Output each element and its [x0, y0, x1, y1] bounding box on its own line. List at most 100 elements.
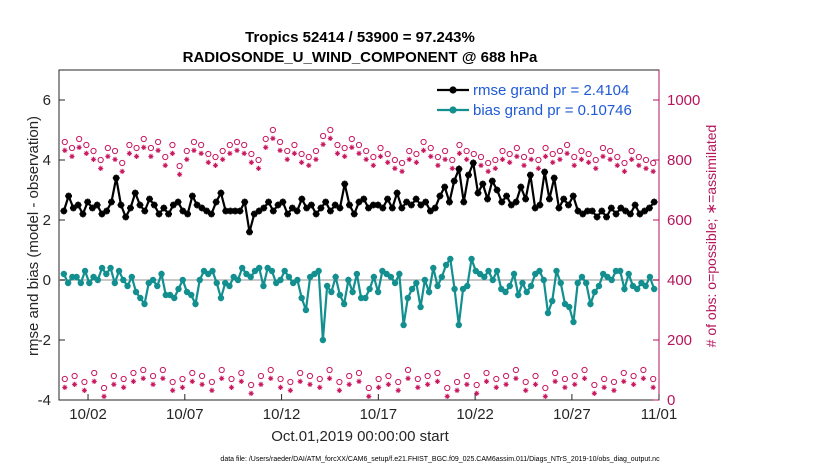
rmse-series-point	[203, 207, 211, 215]
rmse-series-point	[150, 201, 158, 209]
x-tick-label: 10/27	[553, 406, 591, 423]
obs-count-upper-possible	[162, 153, 169, 161]
obs-count-lower-assimilated	[493, 384, 499, 390]
obs-count-lower-assimilated	[562, 384, 568, 390]
obs-count-upper-assimilated	[184, 156, 190, 162]
rmse-series-point	[546, 195, 553, 203]
bias-series-point	[328, 288, 335, 296]
rmse-series-point	[450, 177, 458, 185]
rmse-series-point	[155, 210, 163, 218]
rmse-series-point	[631, 201, 639, 209]
obs-count-upper-possible	[269, 126, 276, 134]
bias-series-point	[345, 276, 352, 284]
obs-count-upper-possible	[442, 147, 449, 155]
bias-series-point	[281, 267, 288, 275]
bias-series-point	[128, 273, 135, 281]
obs-count-upper-assimilated	[385, 159, 391, 165]
bias-series-point	[595, 282, 603, 290]
obs-count-upper-possible	[219, 147, 226, 155]
rmse-series-point	[388, 204, 396, 212]
obs-count-upper-possible	[449, 156, 456, 164]
rmse-series-point	[346, 201, 353, 209]
rmse-series-point	[412, 195, 420, 203]
rmse-series-point	[436, 192, 444, 200]
rmse-series-point	[284, 210, 291, 218]
obs-count-upper-possible	[485, 159, 492, 167]
rmse-series-point	[250, 210, 258, 218]
bias-series-point	[217, 294, 225, 302]
obs-count-lower-possible	[297, 369, 304, 377]
obs-count-upper-possible	[599, 144, 607, 152]
rmse-series-point	[260, 204, 268, 212]
obs-count-lower-assimilated	[366, 393, 372, 399]
bias-series-point	[362, 294, 369, 302]
x-tick-label: 11/01	[641, 406, 677, 423]
bias-series-point	[213, 279, 220, 287]
obs-count-upper-assimilated	[241, 150, 247, 156]
bias-series-point	[171, 294, 178, 302]
obs-count-upper-assimilated	[614, 162, 620, 168]
y2-axis-label: # of obs: o=possible; ∗=assimilated	[703, 125, 719, 348]
bias-series-line	[62, 256, 656, 341]
rmse-series-point	[69, 204, 77, 212]
y2-tick-label: 600	[667, 212, 692, 229]
rmse-series-point	[212, 198, 220, 206]
obs-count-upper-assimilated	[105, 153, 111, 159]
bias-series-point	[353, 270, 361, 278]
obs-count-lower-assimilated	[474, 390, 480, 396]
obs-count-lower-assimilated	[258, 381, 264, 387]
rmse-series-point	[136, 201, 144, 209]
obs-count-upper-possible	[140, 135, 147, 143]
obs-count-upper-assimilated	[291, 150, 298, 156]
bias-series-point	[553, 267, 560, 275]
obs-count-upper-assimilated	[270, 135, 276, 141]
obs-count-upper-assimilated	[442, 156, 448, 162]
bias-series-point	[255, 264, 263, 272]
bias-series-point	[332, 273, 339, 281]
obs-count-lower-possible	[355, 369, 363, 377]
obs-count-lower-assimilated	[581, 375, 588, 381]
obs-count-upper-possible	[391, 156, 398, 164]
obs-count-upper-possible	[176, 162, 183, 170]
obs-count-upper-possible	[384, 150, 391, 158]
obs-count-lower-possible	[346, 372, 353, 380]
obs-count-lower-possible	[140, 366, 147, 374]
obs-count-lower-possible	[110, 372, 117, 380]
obs-count-upper-possible	[463, 147, 470, 155]
obs-count-upper-possible	[183, 147, 190, 155]
obs-count-upper-possible	[398, 159, 406, 167]
obs-count-upper-possible	[355, 141, 363, 149]
obs-count-upper-possible	[520, 153, 528, 161]
obs-count-upper-possible	[97, 156, 104, 164]
obs-count-lower-assimilated	[189, 378, 195, 384]
obs-count-upper-possible	[499, 147, 506, 155]
bias-series-point	[425, 288, 433, 296]
obs-count-upper-assimilated	[571, 162, 577, 168]
obs-count-lower-possible	[81, 378, 88, 386]
obs-count-lower-assimilated	[297, 378, 303, 384]
bias-series-point	[434, 282, 441, 290]
obs-count-upper-possible	[607, 147, 614, 155]
obs-count-upper-possible	[578, 147, 585, 155]
rmse-series-point	[112, 174, 120, 182]
rmse-series-point	[331, 201, 339, 209]
bias-series-point	[464, 282, 471, 290]
obs-count-upper-assimilated	[557, 156, 563, 162]
rmse-series-point	[479, 180, 487, 188]
obs-count-upper-assimilated	[349, 144, 355, 150]
rmse-series-point	[60, 207, 68, 215]
obs-count-upper-assimilated	[449, 165, 455, 171]
bias-series-point	[421, 276, 429, 284]
obs-count-lower-assimilated	[199, 381, 205, 387]
bias-series-point	[370, 273, 378, 281]
obs-count-lower-assimilated	[140, 375, 146, 381]
rmse-series-point	[636, 210, 644, 218]
y-tick-label: -4	[38, 392, 51, 409]
obs-count-lower-possible	[601, 375, 608, 383]
bias-series-point	[349, 288, 356, 296]
bias-series-point	[98, 264, 106, 272]
obs-count-upper-possible	[492, 156, 499, 164]
obs-count-upper-assimilated	[277, 147, 283, 153]
obs-count-lower-assimilated	[121, 384, 127, 390]
rmse-series-point	[208, 210, 215, 218]
